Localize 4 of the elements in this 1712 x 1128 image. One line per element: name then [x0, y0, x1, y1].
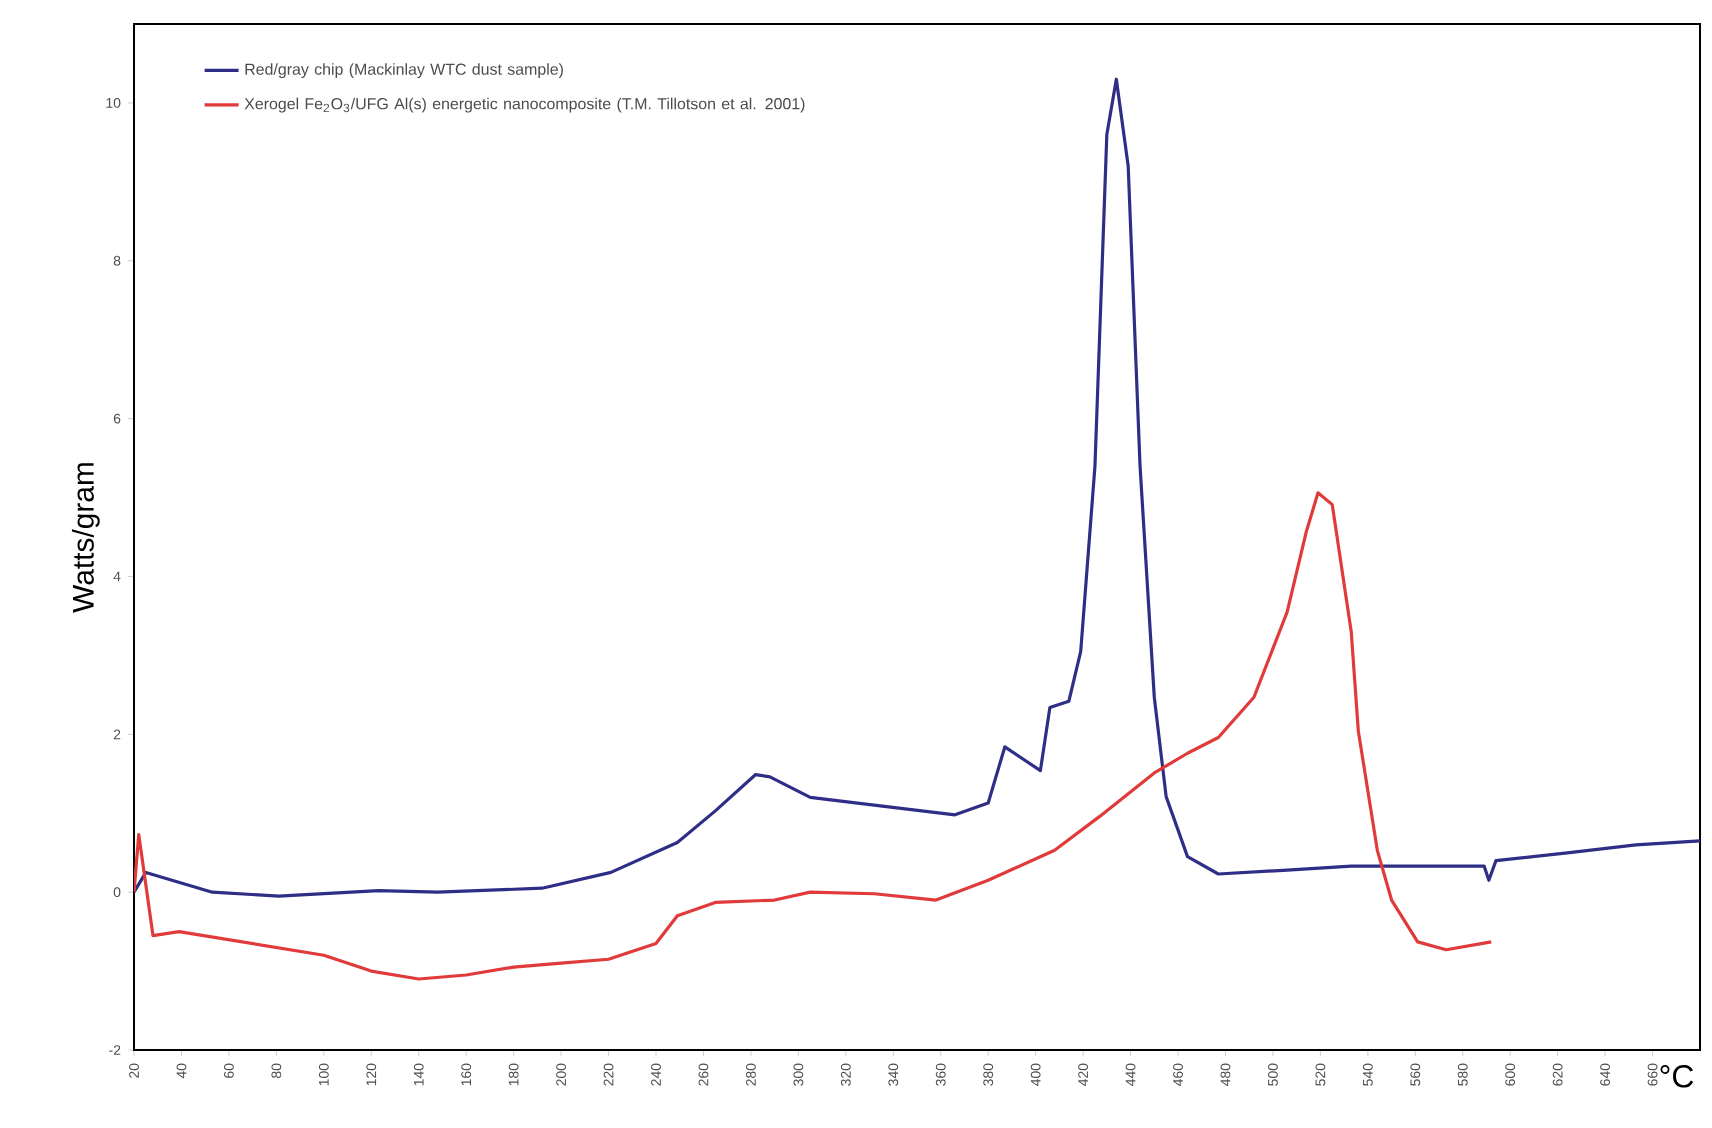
x-axis-title: °C	[1660, 1065, 1694, 1088]
line-series	[134, 491, 1493, 981]
line-series	[134, 77, 1701, 898]
y-axis-title: Watts/gram	[71, 463, 100, 613]
